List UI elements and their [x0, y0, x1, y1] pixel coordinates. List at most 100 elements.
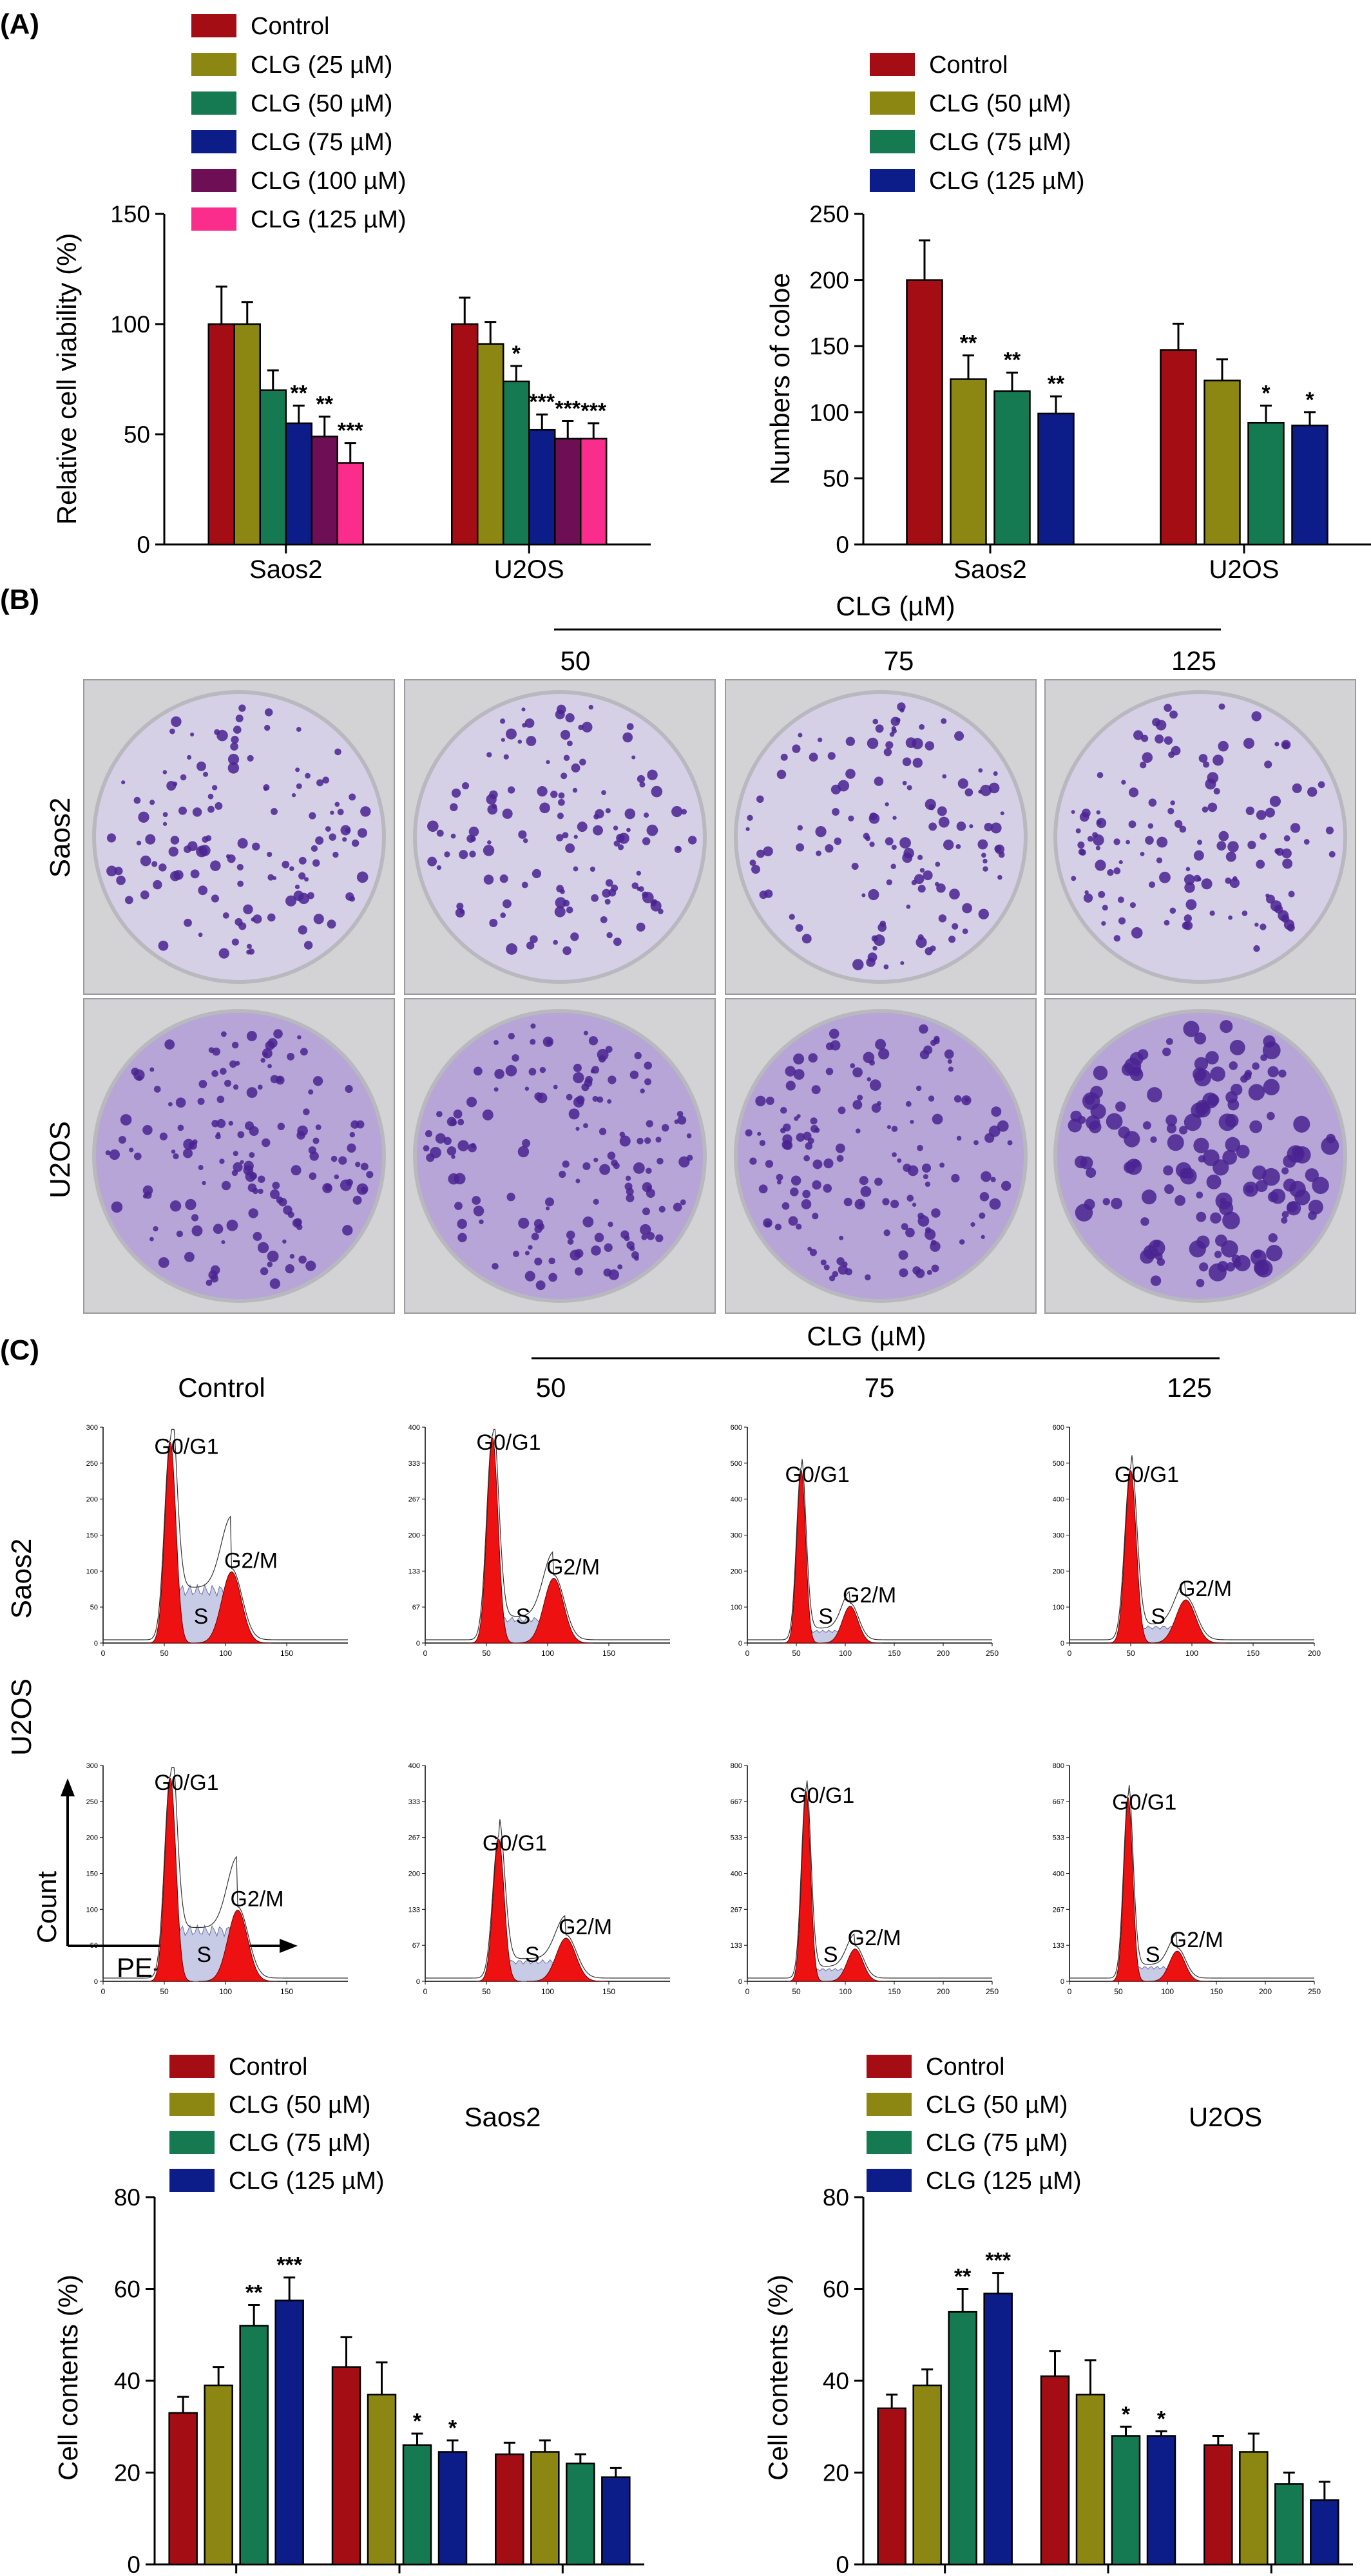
flow-x-tick-label: 150	[1210, 1987, 1223, 1996]
significance-marker: **	[245, 2280, 263, 2305]
colony	[1193, 850, 1204, 861]
flow-x-tick-label: 50	[482, 1987, 491, 1996]
colony	[1101, 921, 1106, 926]
colony	[575, 1126, 580, 1131]
y-axis-label: Relative cell viability (%)	[52, 233, 82, 525]
flow-x-tick-label: 200	[1259, 1987, 1272, 1996]
colony	[270, 1075, 279, 1084]
g0g1-peak	[788, 1790, 825, 1982]
colony	[1214, 1251, 1222, 1258]
colony	[1097, 820, 1102, 825]
colony	[899, 707, 905, 713]
colony	[247, 1183, 257, 1193]
colony	[619, 1135, 631, 1147]
colony	[1179, 825, 1187, 833]
g2m-peak	[198, 1909, 278, 1982]
colony	[105, 1150, 111, 1156]
colony	[871, 1103, 881, 1113]
colony	[235, 918, 243, 926]
colony	[1106, 1113, 1123, 1130]
colony	[566, 1093, 573, 1101]
colony	[345, 827, 350, 833]
colony	[243, 904, 253, 915]
colony	[634, 1256, 639, 1261]
colony	[763, 846, 773, 856]
colony	[646, 1168, 652, 1174]
y-tick-label: 100	[809, 399, 849, 426]
colony	[570, 932, 579, 941]
colony	[892, 1152, 897, 1157]
colony	[355, 1161, 361, 1168]
colony	[647, 769, 658, 780]
colony	[1270, 1188, 1286, 1204]
colony	[138, 811, 149, 823]
colony	[1129, 1068, 1144, 1082]
flow-y-tick-label: 200	[731, 1568, 742, 1575]
colony	[1276, 847, 1284, 856]
y-tick-label: 80	[823, 2184, 849, 2211]
flow-x-tick-label: 0	[745, 1987, 750, 1996]
colony	[451, 788, 461, 798]
colony	[133, 1152, 142, 1160]
significance-marker: **	[954, 2265, 972, 2289]
colony	[1209, 910, 1215, 916]
colony	[1244, 1070, 1252, 1077]
flow-y-tick-label: 533	[1053, 1834, 1064, 1842]
flow-y-tick-label: 67	[412, 1942, 420, 1950]
colony	[277, 1122, 285, 1131]
g2m-peak	[526, 1937, 606, 1982]
flow-y-tick-label: 200	[408, 1870, 420, 1878]
colony	[634, 1052, 642, 1060]
colony	[262, 1138, 271, 1148]
colony	[260, 1057, 265, 1063]
colony	[657, 1157, 664, 1165]
colony	[303, 941, 313, 950]
colony	[820, 1259, 827, 1265]
flow-x-tick-label: 150	[888, 1649, 901, 1658]
colony	[604, 898, 611, 905]
colony	[582, 1216, 594, 1227]
colony	[345, 1084, 353, 1093]
colony	[836, 1257, 845, 1265]
g0g1-peak	[476, 1838, 521, 1982]
flow-y-tick-label: 267	[1053, 1906, 1064, 1914]
colony	[642, 892, 654, 903]
colony	[502, 808, 513, 819]
flow-column-75: 75	[865, 1372, 895, 1403]
colony	[646, 1231, 655, 1240]
colony	[805, 1142, 813, 1150]
colony	[198, 1165, 204, 1171]
colony	[855, 1128, 861, 1134]
colony	[962, 903, 972, 914]
bar	[1203, 380, 1241, 546]
bar	[601, 2476, 631, 2566]
colony	[1269, 796, 1281, 807]
colony	[872, 718, 879, 725]
colony	[500, 912, 506, 918]
colony	[567, 1238, 574, 1245]
colony	[1231, 1083, 1243, 1096]
colony	[1079, 849, 1086, 856]
colony	[468, 826, 479, 837]
colony	[231, 938, 239, 946]
colony	[573, 866, 579, 872]
colony	[624, 808, 636, 820]
colony	[561, 773, 568, 780]
colony	[808, 1053, 818, 1063]
colony	[902, 780, 907, 785]
colony	[597, 1096, 604, 1103]
colony	[811, 1085, 821, 1095]
g2m-peak	[1146, 1599, 1225, 1644]
colony	[917, 934, 924, 941]
colony	[296, 727, 302, 732]
colony	[1180, 1168, 1197, 1185]
colony	[501, 738, 505, 742]
colony	[466, 1097, 477, 1108]
colony	[928, 822, 937, 831]
colony	[977, 839, 988, 850]
colony	[765, 1160, 774, 1168]
flow-y-tick-label: 100	[86, 1568, 98, 1575]
colony	[759, 890, 768, 899]
colony	[453, 1109, 463, 1119]
colony	[1222, 1211, 1240, 1229]
